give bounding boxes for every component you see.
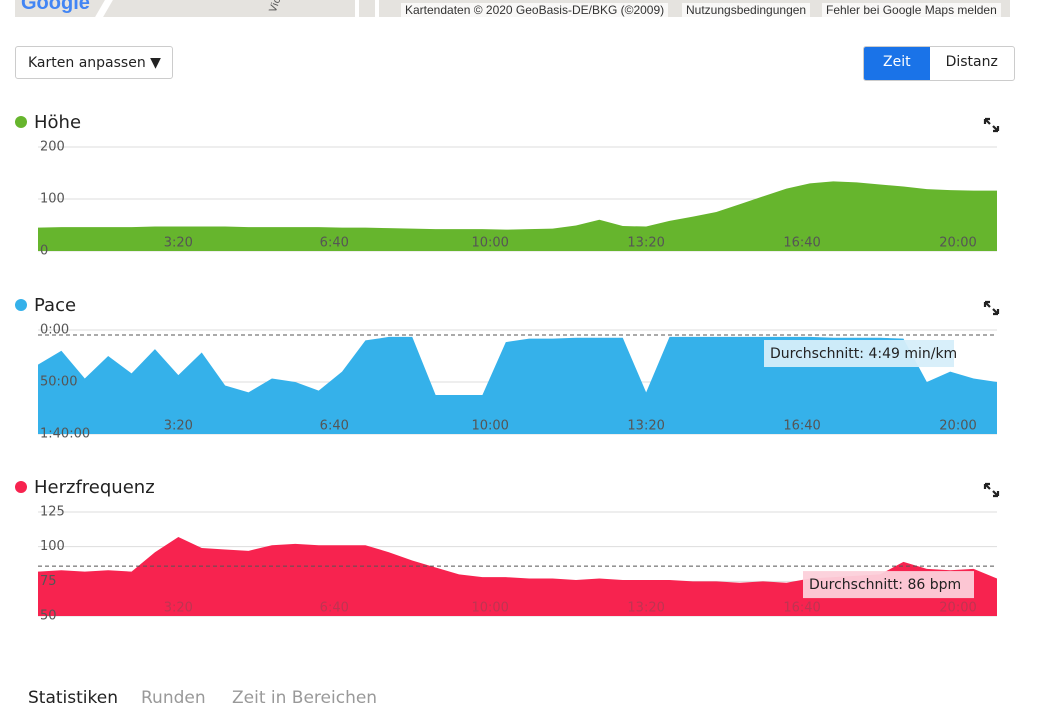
area (38, 181, 997, 251)
map-terms[interactable]: Nutzungsbedingungen (682, 3, 811, 17)
expand-icon[interactable] (983, 300, 1000, 316)
x-tick-label: 6:40 (320, 601, 349, 616)
x-tick-label: 13:20 (627, 236, 664, 251)
x-mode-toggle: Zeit Distanz (863, 46, 1015, 81)
map-strip[interactable]: Google Viol Kartendaten © 2020 GeoBasis-… (15, 0, 1010, 17)
x-tick-label: 16:40 (783, 419, 820, 434)
area (38, 536, 997, 616)
tab[interactable]: Runden (141, 688, 206, 703)
expand-icon[interactable] (983, 482, 1000, 498)
x-tick-label: 3:20 (164, 236, 193, 251)
legend-dot (15, 299, 27, 311)
y-tick-label: 100 (40, 539, 65, 554)
average-label-box (803, 571, 974, 599)
y-tick-label: 50 (40, 609, 57, 624)
tab[interactable]: Zeit in Bereichen (232, 688, 378, 703)
y-tick-label: 100 (40, 192, 65, 207)
expand-icon[interactable] (983, 117, 1000, 133)
y-tick-label: 200 (40, 140, 65, 155)
y-tick-label: 0:00 (40, 323, 69, 338)
area (38, 336, 997, 434)
toggle-time[interactable]: Zeit (864, 47, 930, 80)
x-tick-label: 16:40 (783, 601, 820, 616)
x-tick-label: 6:40 (320, 236, 349, 251)
y-tick-label: 1:40:00 (40, 427, 90, 442)
x-tick-label: 20:00 (939, 236, 976, 251)
chart-title: Pace (34, 295, 76, 316)
average-label-box (764, 340, 954, 368)
x-tick-label: 16:40 (783, 236, 820, 251)
x-tick-label: 10:00 (471, 419, 508, 434)
average-label: Durchschnitt: 4:49 min/km (770, 346, 957, 362)
map-road (375, 0, 379, 17)
x-tick-label: 13:20 (627, 419, 664, 434)
google-logo: Google (21, 0, 90, 14)
chart-title: Herzfrequenz (34, 477, 155, 498)
legend-dot (15, 481, 27, 493)
x-tick-label: 3:20 (164, 601, 193, 616)
chart-title: Höhe (34, 112, 81, 133)
toggle-distance[interactable]: Distanz (945, 54, 998, 70)
x-tick-label: 20:00 (939, 419, 976, 434)
x-tick-label: 10:00 (471, 601, 508, 616)
x-tick-label: 6:40 (320, 419, 349, 434)
map-road (355, 0, 359, 17)
x-tick-label: 3:20 (164, 419, 193, 434)
map-dropdown[interactable]: Karten anpassen ▼ (15, 46, 173, 79)
y-tick-label: 75 (40, 574, 57, 589)
average-label: Durchschnitt: 86 bpm (809, 577, 961, 593)
y-tick-label: 0 (40, 244, 48, 259)
map-attribution: Kartendaten © 2020 GeoBasis-DE/BKG (©200… (401, 3, 669, 17)
x-tick-label: 10:00 (471, 236, 508, 251)
y-tick-label: 50:00 (40, 375, 77, 390)
legend-dot (15, 116, 27, 128)
x-tick-label: 20:00 (939, 601, 976, 616)
y-tick-label: 125 (40, 505, 65, 520)
tab[interactable]: Statistiken (28, 688, 118, 703)
map-report[interactable]: Fehler bei Google Maps melden (822, 3, 1001, 17)
x-tick-label: 13:20 (627, 601, 664, 616)
